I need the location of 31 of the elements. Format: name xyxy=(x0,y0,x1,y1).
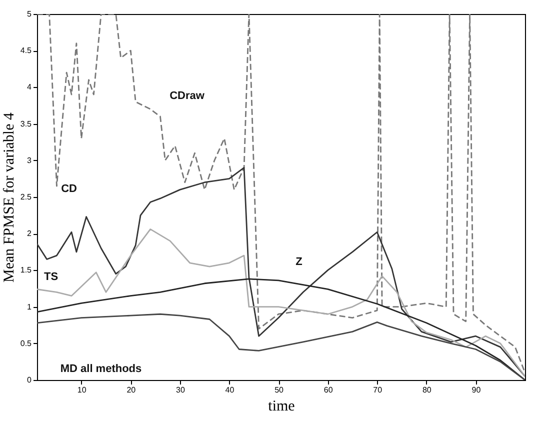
annotation: CD xyxy=(61,183,77,195)
y-tick-label: 1 xyxy=(27,302,32,312)
y-tick-label: 4 xyxy=(27,82,32,92)
y-tick-label: 4.5 xyxy=(20,46,32,56)
x-tick-label: 50 xyxy=(274,386,284,394)
x-axis-title: time xyxy=(268,398,296,414)
y-tick-label: 0.5 xyxy=(20,338,32,348)
y-tick-label: 3.5 xyxy=(20,119,32,128)
line-series xyxy=(37,228,525,378)
x-tick-label: 40 xyxy=(225,386,235,394)
annotation: CDraw xyxy=(170,90,205,102)
x-tick-label: 60 xyxy=(324,386,334,394)
y-tick-label: 1.5 xyxy=(20,266,32,275)
line-series xyxy=(37,313,525,380)
x-tick-label: 80 xyxy=(422,386,432,394)
annotation: TS xyxy=(44,271,58,283)
x-tick-label: 70 xyxy=(373,386,383,394)
y-tick-label: 5 xyxy=(27,10,32,18)
y-axis-title: Mean FPMSE for variable 4 xyxy=(1,112,18,282)
x-tick-label: 30 xyxy=(176,386,186,394)
y-tick-label: 3 xyxy=(27,156,32,165)
x-tick-label: 20 xyxy=(126,386,136,394)
x-tick-label: 90 xyxy=(472,386,482,394)
line-series xyxy=(37,14,525,374)
y-tick-label: 2 xyxy=(27,229,32,238)
annotation: Z xyxy=(296,256,303,268)
annotation: MD all methods xyxy=(60,363,142,375)
y-tick-label: 2.5 xyxy=(20,192,32,202)
y-tick-label: 0 xyxy=(27,376,32,384)
x-tick-label: 10 xyxy=(77,386,87,394)
line-series xyxy=(37,167,525,378)
